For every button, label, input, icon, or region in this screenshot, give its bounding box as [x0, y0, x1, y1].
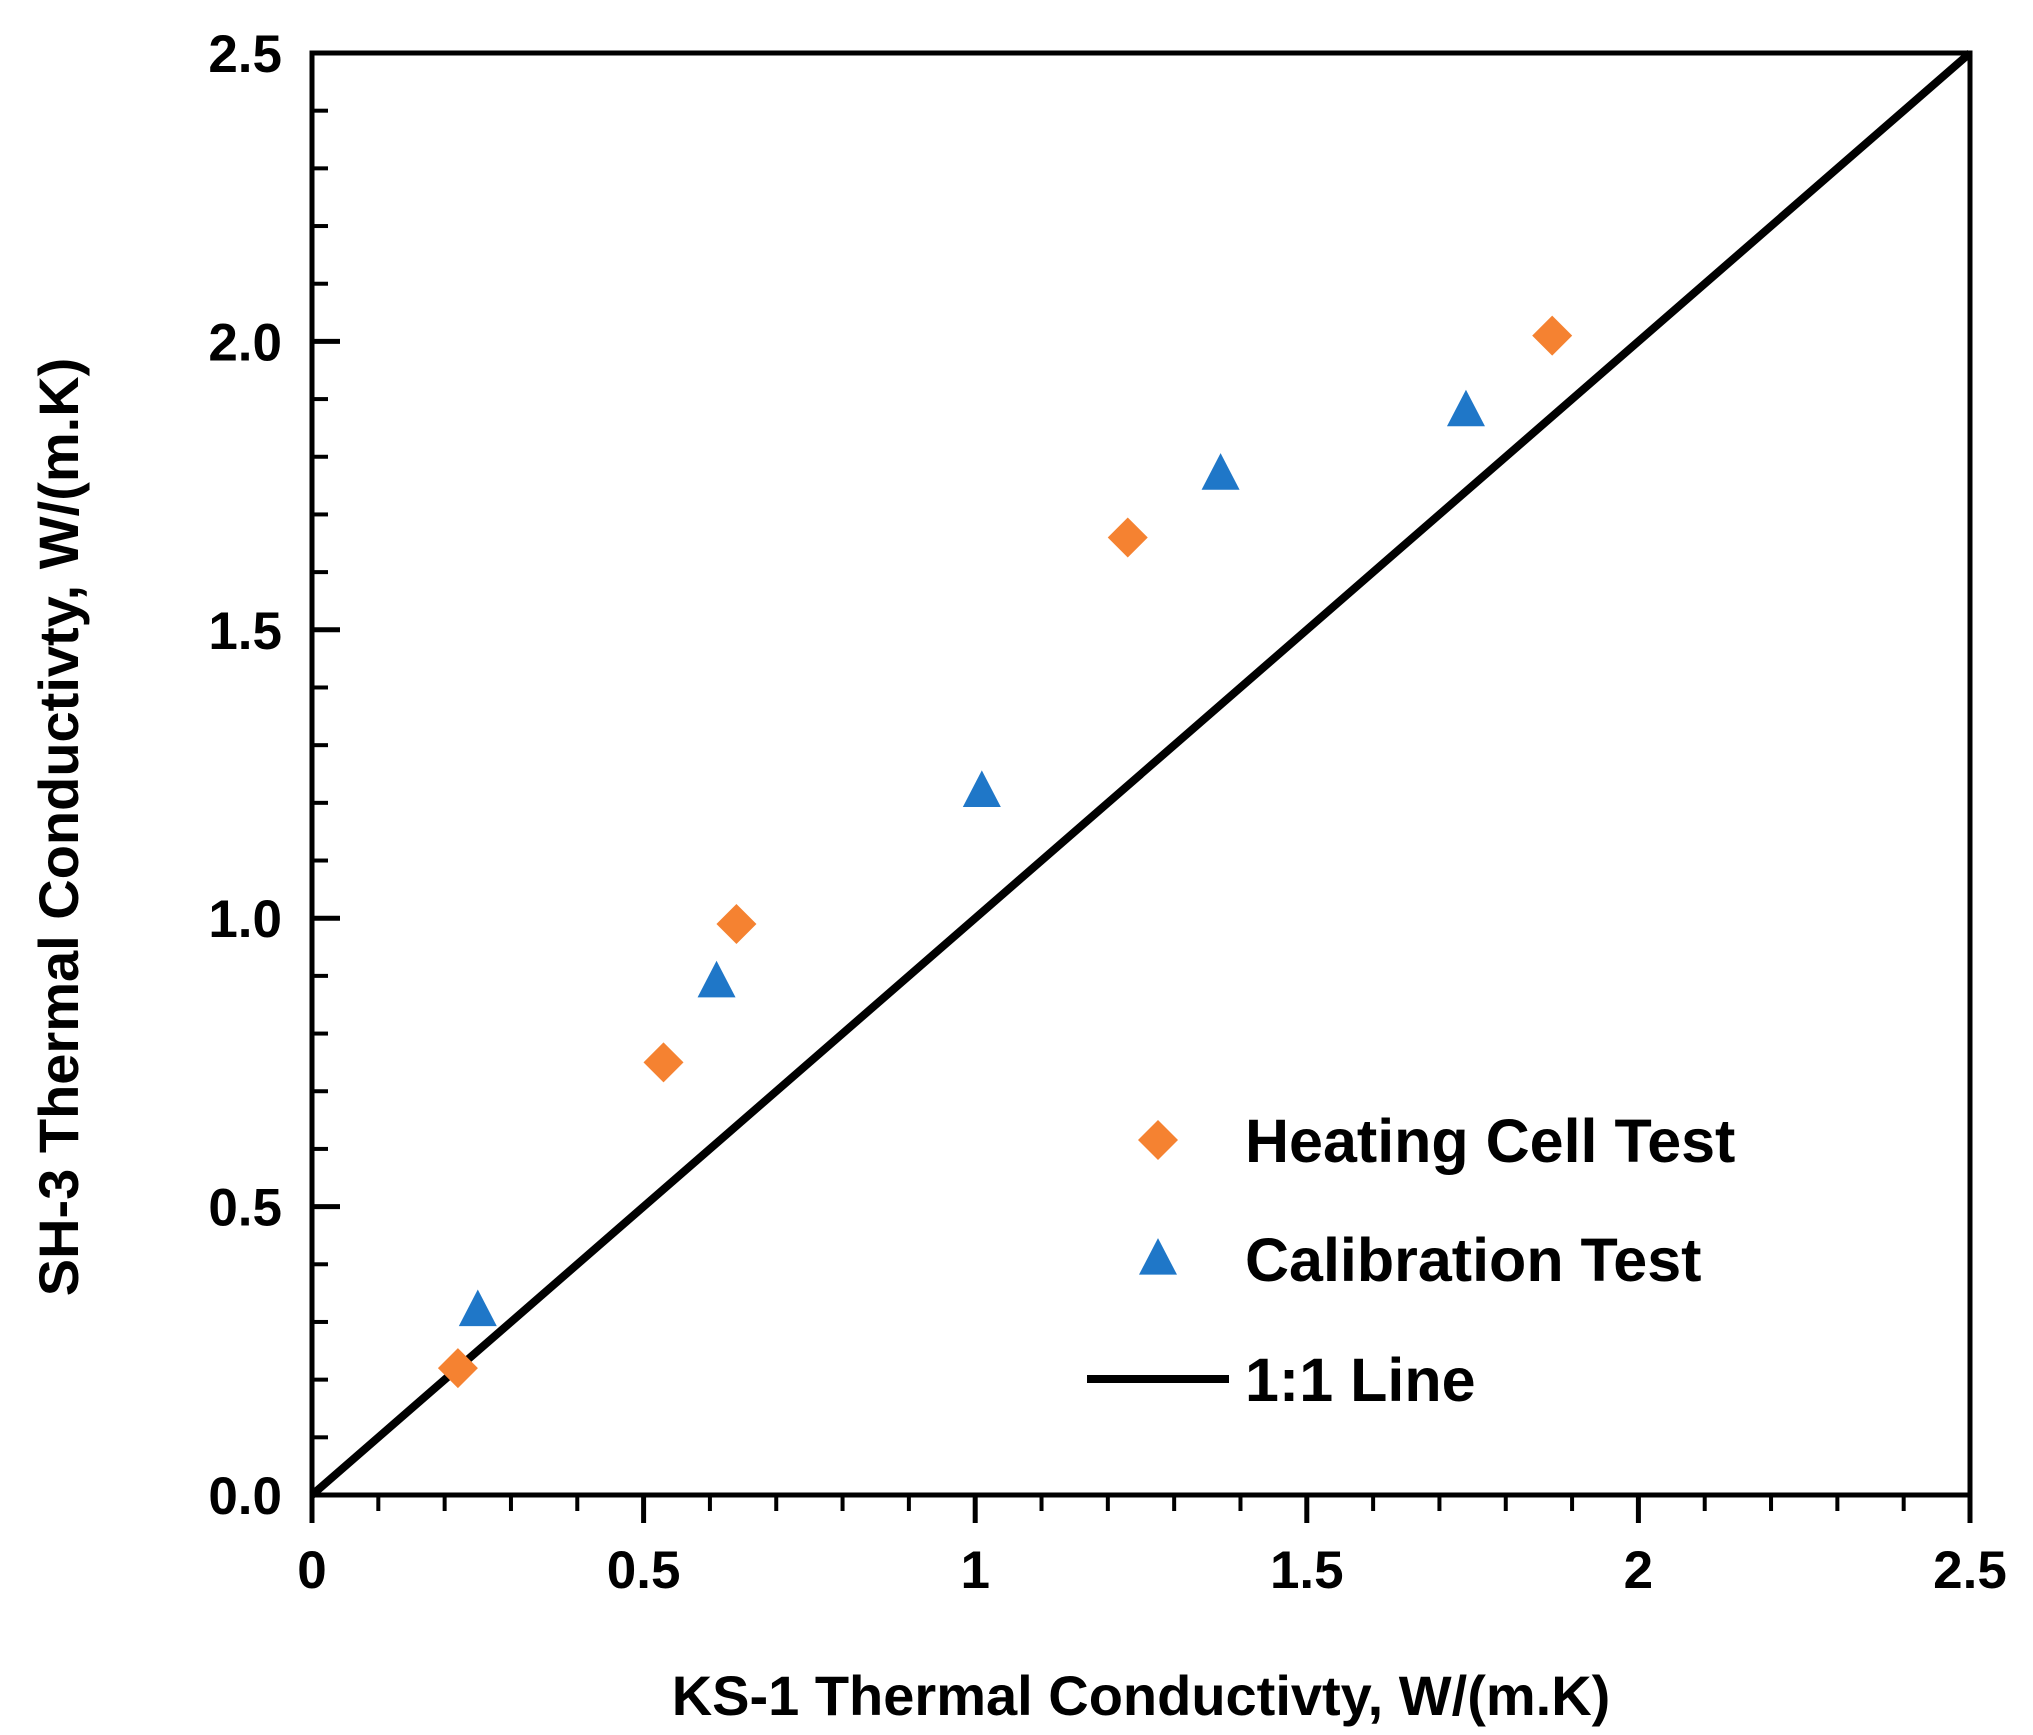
y-tick-label: 1.0 [208, 890, 282, 949]
x-axis-title: KS-1 Thermal Conductivty, W/(m.K) [672, 1664, 1611, 1727]
x-tick-label: 1 [960, 1541, 989, 1600]
x-tick-label: 2 [1624, 1541, 1653, 1600]
heating-cell-point [1107, 517, 1148, 558]
x-tick-label: 1.5 [1270, 1541, 1344, 1600]
y-tick-label: 0.0 [208, 1467, 282, 1526]
y-tick-label: 2.5 [208, 25, 282, 84]
one-to-one-line [309, 49, 1973, 1499]
legend-label: Calibration Test [1245, 1226, 1701, 1294]
calibration-point [458, 1289, 497, 1327]
y-tick-label: 0.5 [208, 1179, 282, 1238]
legend-label: Heating Cell Test [1245, 1107, 1735, 1175]
legend-marker-calibration [1139, 1238, 1177, 1275]
minor-ticks [312, 108, 1906, 1511]
calibration-point [962, 770, 1001, 807]
x-tick-label: 0.5 [607, 1541, 681, 1600]
calibration-point [1446, 389, 1485, 427]
heating-cell-point [437, 1348, 478, 1389]
tick-labels: 0 0.5 1 1.5 2 2.5 0.0 0.5 1.0 1.5 2.0 2.5 [208, 25, 2007, 1600]
legend: Heating Cell Test Calibration Test 1:1 Lin… [1087, 1107, 1735, 1414]
x-tick-label: 2.5 [1933, 1541, 2007, 1600]
x-tick-label: 0 [297, 1541, 326, 1600]
plot-area-border [309, 50, 1973, 1498]
y-tick-label: 2.0 [208, 313, 282, 372]
heating-cell-point [1532, 315, 1573, 356]
heating-cell-point [643, 1042, 684, 1083]
plot-frame [309, 50, 1973, 1498]
calibration-point [1201, 453, 1240, 490]
y-tick-label: 1.5 [208, 602, 282, 661]
y-axis-title: SH-3 Thermal Conductivty, W/(m.K) [27, 358, 90, 1297]
heating-cell-point [716, 903, 757, 944]
calibration-point [697, 960, 736, 998]
series-layer [309, 49, 1973, 1499]
legend-marker-heating-cell [1138, 1120, 1178, 1160]
legend-label: 1:1 Line [1245, 1346, 1476, 1414]
